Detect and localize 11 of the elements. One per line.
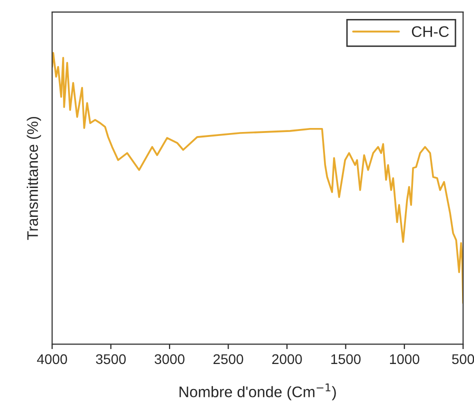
x-tick-label: 2000	[272, 354, 302, 364]
legend-label: CH-C	[412, 26, 449, 38]
x-axis-title: Nombre d'onde (Cm$^{−1}$)	[180, 384, 336, 400]
x-tick-label: 4000	[37, 354, 68, 364]
x-tick-label: 2500	[214, 354, 244, 364]
x-tick-label: 1000	[390, 354, 420, 364]
x-tick-label: 1500	[331, 354, 361, 364]
x-tick-label: 3500	[96, 354, 126, 364]
x-tick-label: 3000	[154, 354, 184, 364]
x-tick-label: 500	[452, 354, 474, 364]
y-axis-title: Transmittance (%)	[26, 116, 42, 240]
